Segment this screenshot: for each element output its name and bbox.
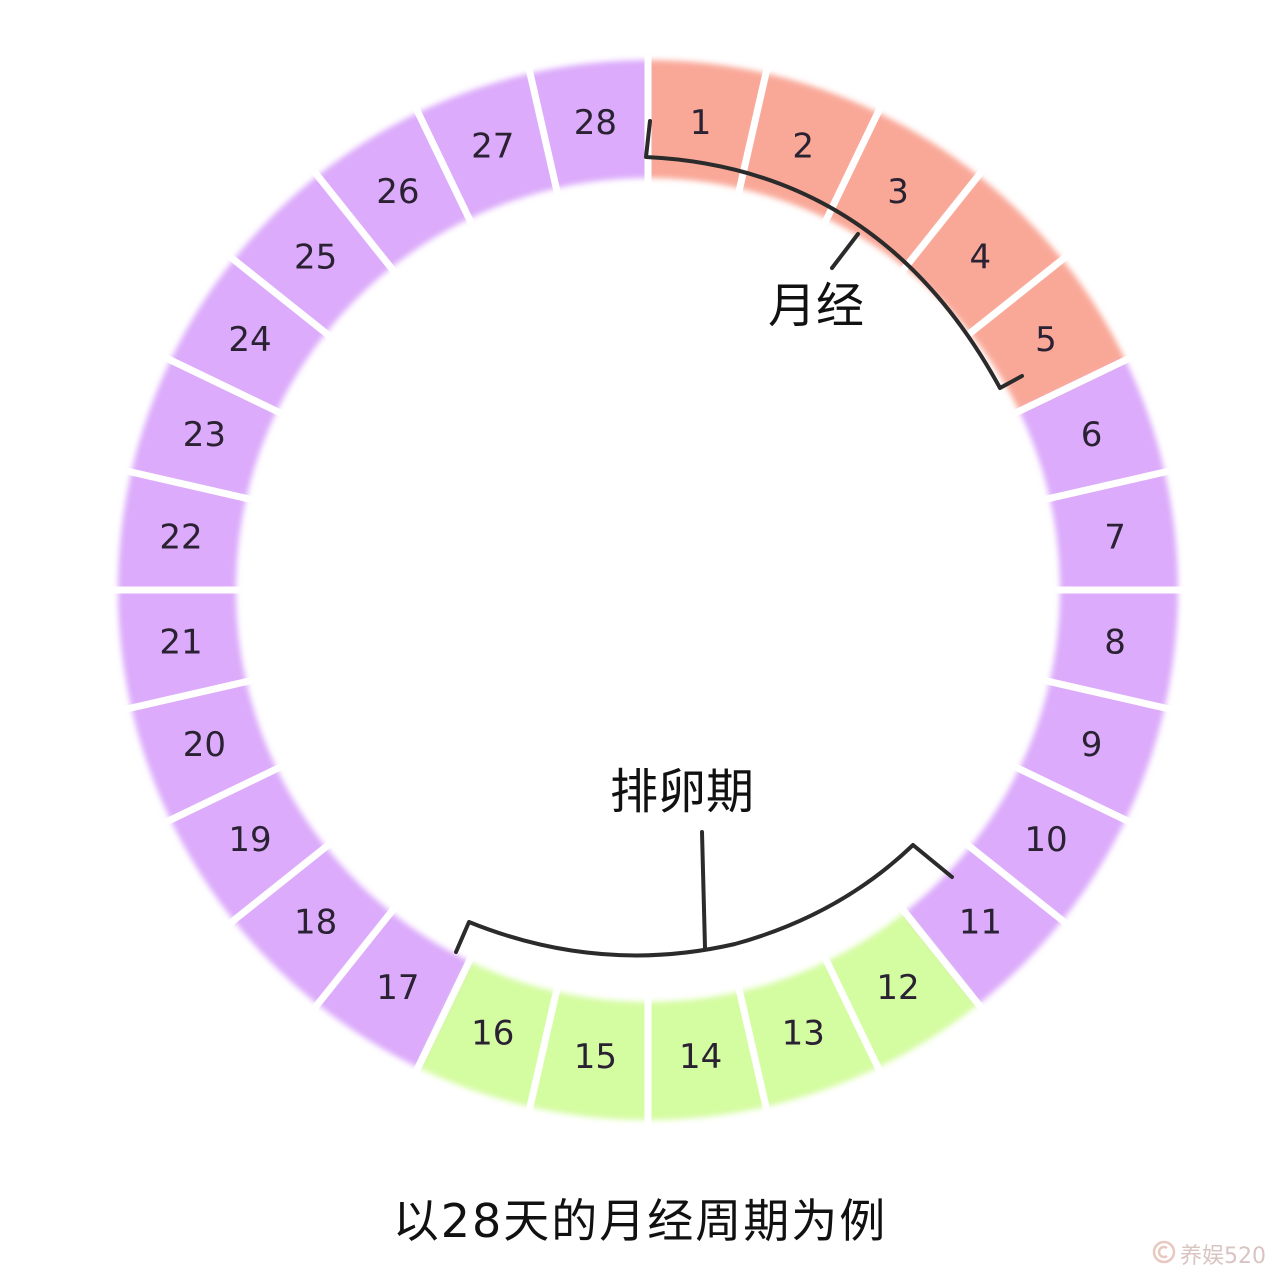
day-segment-8 bbox=[1049, 590, 1178, 708]
day-number-9: 9 bbox=[1081, 725, 1103, 765]
ovulation-bracket-arc bbox=[454, 843, 954, 958]
day-numbers: 1234567891011121314151617181920212223242… bbox=[159, 103, 1126, 1077]
day-segment-18 bbox=[233, 846, 392, 1005]
day-number-28: 28 bbox=[574, 103, 617, 143]
menstruation-bracket-leader bbox=[830, 232, 860, 270]
day-number-17: 17 bbox=[376, 968, 419, 1008]
segment-divider bbox=[163, 354, 284, 417]
segment-divider bbox=[821, 105, 884, 226]
day-number-16: 16 bbox=[471, 1014, 514, 1054]
menstruation-label: 月经 bbox=[768, 278, 864, 334]
day-segment-7 bbox=[1049, 472, 1178, 590]
day-number-4: 4 bbox=[970, 238, 992, 278]
day-number-25: 25 bbox=[294, 238, 337, 278]
menstruation-bracket bbox=[644, 119, 1024, 390]
ovulation-label: 排卵期 bbox=[610, 764, 754, 820]
watermark-logo-icon bbox=[1152, 1240, 1176, 1264]
segment-divider bbox=[898, 905, 985, 1012]
day-number-3: 3 bbox=[887, 172, 909, 212]
day-segment-10 bbox=[970, 768, 1126, 921]
segment-divider bbox=[1043, 467, 1172, 504]
ovulation-bracket-leader bbox=[700, 830, 707, 950]
day-segment-14 bbox=[648, 991, 766, 1120]
ovulation-bracket bbox=[454, 830, 954, 958]
day-number-8: 8 bbox=[1104, 623, 1126, 663]
day-number-12: 12 bbox=[876, 968, 919, 1008]
day-number-2: 2 bbox=[792, 126, 814, 166]
day-number-21: 21 bbox=[159, 623, 202, 663]
watermark: 养娱520 bbox=[1150, 1236, 1274, 1274]
segment-divider bbox=[124, 467, 253, 504]
watermark-text: 养娱520 bbox=[1180, 1244, 1266, 1269]
segment-divider bbox=[226, 840, 333, 927]
day-number-15: 15 bbox=[574, 1037, 617, 1077]
segment-divider bbox=[412, 105, 475, 226]
segment-divider bbox=[1012, 763, 1133, 826]
day-number-20: 20 bbox=[183, 725, 226, 765]
segment-divider bbox=[163, 763, 284, 826]
segment-divider bbox=[124, 676, 253, 713]
segment-divider bbox=[311, 168, 398, 275]
segment-divider bbox=[898, 168, 985, 275]
day-number-19: 19 bbox=[228, 820, 271, 860]
segment-divider bbox=[412, 954, 475, 1075]
segment-divider bbox=[1012, 354, 1133, 417]
day-segment-25 bbox=[233, 175, 392, 334]
day-number-27: 27 bbox=[471, 126, 514, 166]
day-number-26: 26 bbox=[376, 172, 419, 212]
day-segment-26 bbox=[317, 112, 470, 268]
day-number-6: 6 bbox=[1081, 415, 1103, 455]
segment-divider bbox=[963, 840, 1070, 927]
day-number-7: 7 bbox=[1104, 517, 1126, 557]
day-number-13: 13 bbox=[782, 1014, 825, 1054]
segment-divider bbox=[821, 954, 884, 1075]
day-number-23: 23 bbox=[183, 415, 226, 455]
day-number-14: 14 bbox=[679, 1037, 722, 1077]
segment-divider bbox=[525, 66, 562, 195]
day-number-1: 1 bbox=[690, 103, 712, 143]
figure-caption: 以28天的月经周期为例 bbox=[392, 1194, 888, 1248]
segment-divider bbox=[525, 985, 562, 1114]
day-number-18: 18 bbox=[294, 902, 337, 942]
day-number-11: 11 bbox=[959, 902, 1002, 942]
day-segment-1 bbox=[648, 60, 766, 189]
day-segment-11 bbox=[904, 846, 1063, 1005]
day-segment-15 bbox=[530, 991, 648, 1120]
day-number-5: 5 bbox=[1035, 320, 1057, 360]
day-segment-19 bbox=[170, 768, 326, 921]
day-segment-17 bbox=[317, 912, 470, 1068]
day-segment-5 bbox=[970, 259, 1126, 412]
segment-divider bbox=[311, 905, 398, 1012]
day-segments bbox=[118, 60, 1178, 1120]
segment-divider bbox=[1043, 676, 1172, 713]
segment-dividers bbox=[112, 54, 1184, 1126]
menstruation-bracket-arc bbox=[644, 119, 1024, 390]
day-number-24: 24 bbox=[228, 320, 271, 360]
day-segment-28 bbox=[530, 60, 648, 189]
day-segment-4 bbox=[904, 175, 1063, 334]
segment-divider bbox=[226, 253, 333, 340]
day-segment-21 bbox=[118, 590, 247, 708]
day-segment-24 bbox=[170, 259, 326, 412]
day-number-22: 22 bbox=[159, 517, 202, 557]
segment-divider bbox=[734, 985, 771, 1114]
segment-divider bbox=[963, 253, 1070, 340]
day-number-10: 10 bbox=[1024, 820, 1067, 860]
day-segment-12 bbox=[826, 912, 979, 1068]
day-segment-22 bbox=[118, 472, 247, 590]
